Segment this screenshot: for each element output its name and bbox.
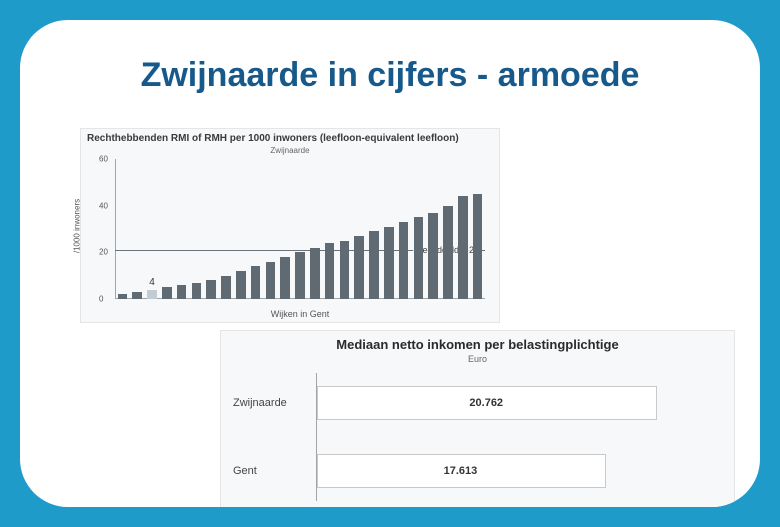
chart1-ylabel: /1000 inwoners — [73, 198, 82, 252]
chart1-bar — [192, 283, 202, 299]
chart1-xlabel: Wijken in Gent — [115, 309, 485, 319]
chart1-bar — [206, 280, 216, 299]
chart2-category-label: Zwijnaarde — [233, 397, 287, 409]
chart1-bar — [295, 252, 305, 299]
chart1-bar — [251, 266, 261, 299]
chart-mediaan-inkomen: Mediaan netto inkomen per belastingplich… — [220, 330, 735, 507]
chart1-bar — [147, 290, 157, 299]
chart1-bar — [118, 294, 128, 299]
chart1-bar — [354, 236, 364, 299]
slide-card: Zwijnaarde in cijfers - armoede Rechtheb… — [20, 20, 760, 507]
chart1-bar — [162, 287, 172, 299]
chart2-value-label: 20.762 — [469, 397, 503, 409]
chart2-title: Mediaan netto inkomen per belastingplich… — [221, 337, 734, 352]
chart1-bar — [340, 241, 350, 299]
chart1-bar — [280, 257, 290, 299]
chart1-bar — [310, 248, 320, 299]
chart2-subtitle: Euro — [221, 354, 734, 364]
chart1-bar — [325, 243, 335, 299]
chart1-bar — [236, 271, 246, 299]
chart1-ytick: 40 — [99, 201, 108, 210]
chart1-bar — [177, 285, 187, 299]
chart-rmi-per-1000: Rechthebbenden RMI of RMH per 1000 inwon… — [80, 128, 500, 323]
chart1-bar — [473, 194, 483, 299]
chart1-bar — [221, 276, 231, 299]
chart2-category-label: Gent — [233, 465, 257, 477]
chart1-subtitle: Zwijnaarde — [81, 146, 499, 155]
chart1-ytick: 60 — [99, 155, 108, 164]
chart1-bar — [384, 227, 394, 299]
chart1-ytick: 0 — [99, 295, 103, 304]
chart1-bar — [369, 231, 379, 299]
chart1-bar — [414, 217, 424, 299]
chart1-bar — [428, 213, 438, 299]
chart1-bar — [266, 262, 276, 299]
chart1-highlight-label: 4 — [149, 277, 155, 288]
chart2-plot: 20.762 17.613 — [316, 373, 726, 501]
chart1-bar — [132, 292, 142, 299]
chart2-value-label: 17.613 — [444, 465, 478, 477]
page-title: Zwijnaarde in cijfers - armoede — [20, 56, 760, 95]
chart1-plot: Gemiddelde: 214 — [115, 159, 485, 299]
chart1-bar — [443, 206, 453, 299]
chart1-y-axis — [115, 159, 116, 299]
chart1-bar — [458, 196, 468, 299]
chart1-ytick: 20 — [99, 248, 108, 257]
chart1-title: Rechthebbenden RMI of RMH per 1000 inwon… — [81, 129, 499, 144]
chart1-bar — [399, 222, 409, 299]
